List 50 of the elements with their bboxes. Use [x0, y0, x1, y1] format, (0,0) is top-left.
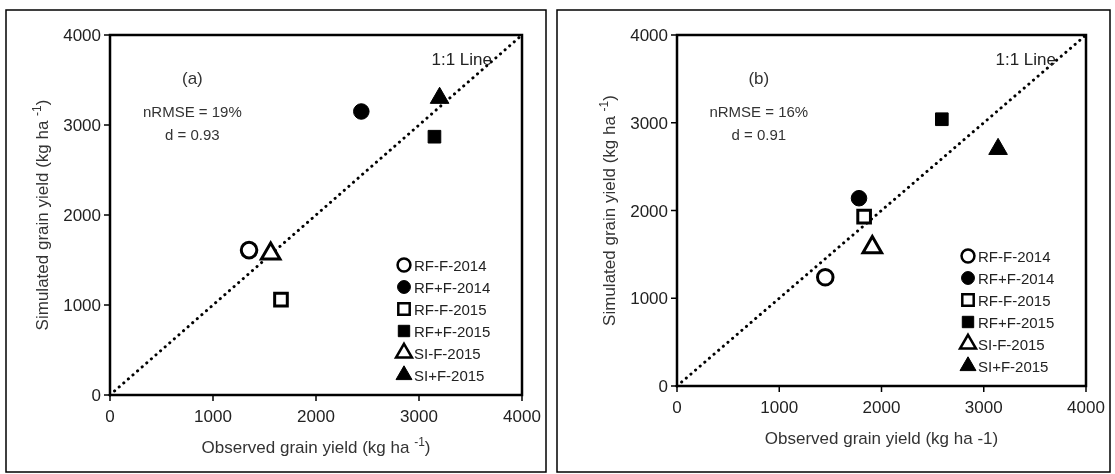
x-tick-label: 3000 [964, 398, 1003, 417]
y-tick-label: 0 [658, 377, 668, 396]
series-label: 1:1 Line [995, 50, 1056, 69]
y-tick-label: 1000 [63, 296, 101, 315]
legend-label: RF+F-2014 [978, 270, 1055, 287]
legend-label: RF-F-2015 [414, 301, 487, 318]
legend-label: RF+F-2015 [978, 314, 1055, 331]
x-tick-label: 0 [105, 407, 115, 426]
y-tick-label: 1000 [630, 289, 668, 309]
legend-label: SI-F-2015 [414, 345, 481, 362]
y-tick-label: 2000 [63, 206, 101, 225]
x-axis-title: Observed grain yield (kg ha -1) [764, 429, 999, 448]
legend-label: RF+F-2014 [414, 279, 491, 296]
x-tick-label: 3000 [400, 407, 438, 426]
point [850, 189, 868, 207]
x-tick-label: 4000 [503, 407, 541, 426]
y-tick-label: 3000 [63, 116, 101, 135]
point [353, 103, 370, 120]
x-tick-label: 2000 [862, 398, 901, 417]
legend-label: SI-F-2015 [978, 336, 1045, 353]
legend-label: RF-F-2014 [978, 248, 1051, 265]
y-tick-label: 3000 [630, 113, 668, 133]
point [273, 291, 289, 308]
x-tick-label: 1000 [194, 407, 232, 426]
point [815, 267, 835, 287]
legend-label: RF-F-2015 [978, 292, 1051, 309]
legend-label: RF+F-2015 [414, 323, 491, 340]
series-label: 1:1 Line [431, 50, 492, 69]
x-tick-label: 2000 [297, 407, 335, 426]
x-tick-label: 0 [672, 398, 682, 417]
annotation: nRMSE = 16% [709, 102, 809, 120]
annotation: nRMSE = 19% [143, 103, 242, 121]
legend-label: RF-F-2014 [414, 257, 487, 274]
y-tick-label: 2000 [630, 201, 668, 221]
point [239, 240, 259, 260]
y-tick-label: 4000 [630, 26, 668, 45]
annotation: d = 0.91 [731, 125, 787, 143]
point [935, 112, 949, 127]
y-tick-label: 4000 [63, 26, 101, 45]
point [427, 129, 442, 144]
x-tick-label: 1000 [760, 398, 799, 417]
x-axis-title: Observed grain yield (kg ha $^{-1}$) [201, 435, 431, 457]
legend-label: SI+F-2015 [978, 358, 1049, 375]
annotation: (a) [182, 69, 203, 89]
point [856, 208, 872, 225]
annotation: (b) [748, 69, 770, 89]
x-tick-label: 4000 [1067, 398, 1105, 417]
legend-label: SI+F-2015 [414, 367, 485, 384]
annotation: d = 0.93 [165, 126, 220, 144]
y-tick-label: 0 [91, 386, 101, 405]
